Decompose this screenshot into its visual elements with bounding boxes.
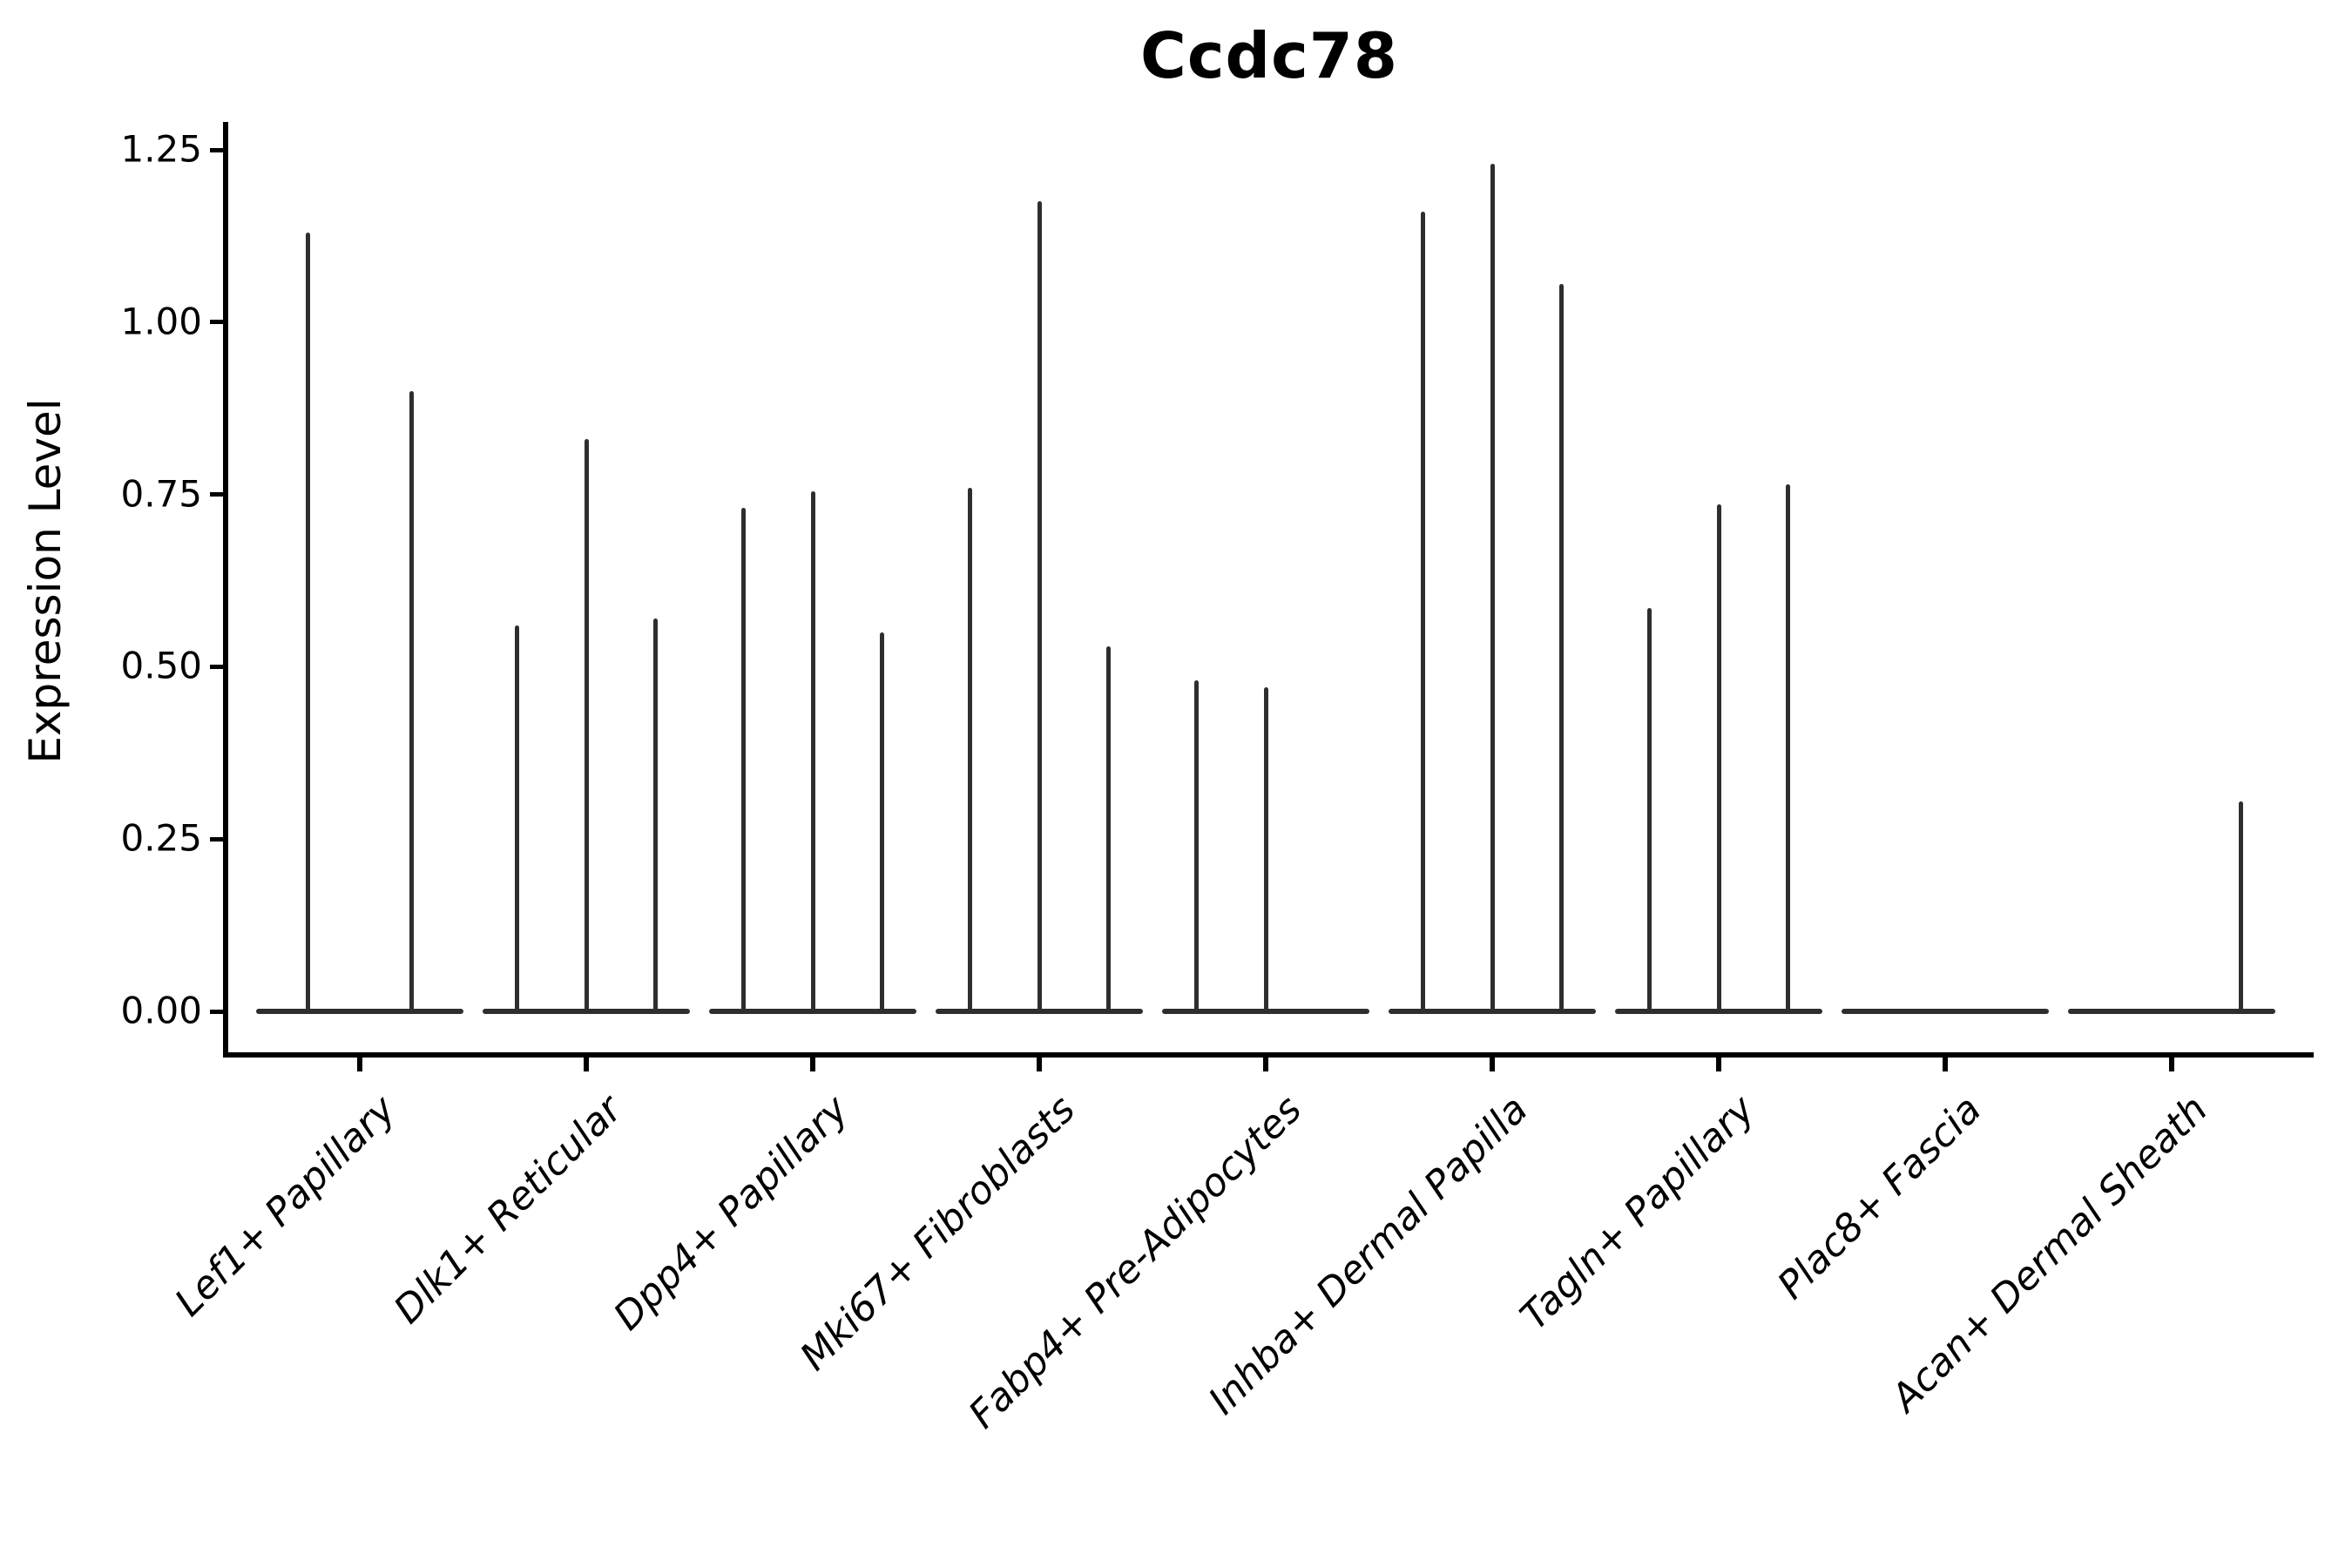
violin-needle [584, 439, 589, 1014]
y-tick-label: 0.00 [120, 989, 202, 1032]
violin-needle [1263, 687, 1268, 1014]
y-tick-label: 1.00 [120, 300, 202, 343]
x-tick-mark [1716, 1058, 1721, 1071]
x-tick-label: Tagln+ Papillary [1511, 1087, 1764, 1339]
violin-needle [1194, 680, 1200, 1014]
x-tick-mark [1263, 1058, 1268, 1071]
x-tick-label: Dlk1+ Reticular [385, 1087, 632, 1333]
violin-needle [1558, 284, 1564, 1014]
violin-needle [1716, 504, 1721, 1014]
x-tick-mark [1490, 1058, 1495, 1071]
x-tick-mark [1037, 1058, 1042, 1071]
y-tick-mark [210, 664, 224, 669]
x-tick-mark [810, 1058, 815, 1071]
x-tick-label: Plac8+ Fascia [1768, 1087, 1990, 1308]
violin-needle [1037, 201, 1042, 1014]
violin-needle [1785, 483, 1790, 1014]
violin-baseline [2068, 1009, 2275, 1014]
y-axis-spine [223, 122, 228, 1058]
violin-needle [652, 618, 658, 1014]
y-tick-mark [210, 836, 224, 841]
y-tick-mark [210, 492, 224, 497]
violin-needle [741, 508, 747, 1014]
violin-needle [1105, 645, 1111, 1014]
violin-needle [1647, 608, 1652, 1014]
violin-needle [306, 232, 310, 1014]
violin-needle [1490, 163, 1495, 1014]
y-tick-mark [210, 1009, 224, 1014]
y-tick-label: 0.50 [120, 644, 202, 687]
x-tick-label: Dpp4+ Papillary [605, 1087, 858, 1340]
violin-baseline [256, 1009, 463, 1014]
violin-needle [409, 390, 414, 1014]
y-tick-mark [210, 320, 224, 325]
violin-needle [2238, 801, 2243, 1014]
y-tick-label: 1.25 [120, 127, 202, 171]
y-tick-label: 0.25 [120, 816, 202, 860]
y-tick-label: 0.75 [120, 472, 202, 516]
violin-baseline [1842, 1009, 2049, 1014]
violin-needle [879, 632, 884, 1014]
x-tick-mark [357, 1058, 362, 1071]
violin-needle [810, 490, 815, 1014]
x-tick-mark [1943, 1058, 1948, 1071]
violin-needle [1421, 212, 1426, 1014]
violin-needle [968, 487, 973, 1014]
x-tick-label: Lef1+ Papillary [166, 1087, 405, 1326]
x-tick-mark [584, 1058, 589, 1071]
x-axis-spine [223, 1052, 2314, 1058]
y-tick-mark [210, 147, 224, 152]
chart-title: Ccdc78 [1140, 19, 1398, 92]
y-axis-label: Expression Level [20, 398, 71, 764]
violin-needle [515, 625, 520, 1014]
x-tick-mark [2169, 1058, 2174, 1071]
